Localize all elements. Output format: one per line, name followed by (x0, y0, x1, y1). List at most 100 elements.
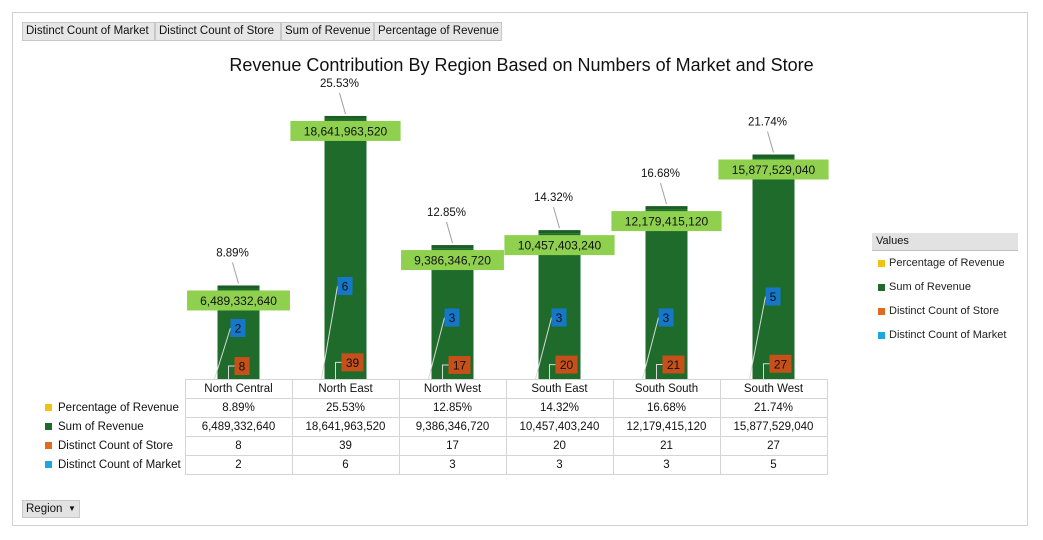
legend-swatch (878, 284, 885, 291)
data-table: North Central North East North West South E… (40, 379, 828, 475)
category-label: South South (612, 379, 721, 399)
market-data-label-north-west: 3 (449, 311, 456, 325)
legend-item-sum-of-revenue[interactable]: Sum of Revenue (872, 275, 1018, 299)
series-swatch (45, 461, 52, 468)
store-label-bg-north-west (448, 355, 471, 374)
revenue-bar-north-east (324, 118, 367, 379)
market-data-label-south-west: 5 (770, 290, 777, 304)
percentage-data-label-north-east: 25.53% (320, 78, 359, 90)
revenue-label-bg-south-east (504, 235, 615, 256)
legend-label: Sum of Revenue (889, 281, 971, 293)
region-field-button[interactable]: Region ▼ (22, 500, 80, 518)
percentage-bar-south-south (645, 206, 688, 210)
percentage-leader-line-north-west (446, 221, 453, 244)
data-table-row: Distinct Count of Market 2 6 3 3 3 5 (40, 455, 828, 475)
category-label: South East (505, 379, 614, 399)
data-table-cell: 3 (612, 455, 721, 475)
legend-title[interactable]: Values (872, 233, 1018, 251)
store-data-label-south-west: 27 (774, 357, 788, 371)
percentage-leader-line-south-east (553, 206, 560, 229)
data-table-cell: 25.53% (291, 398, 400, 418)
market-label-bg-north-central (230, 319, 246, 337)
category-label: South West (719, 379, 828, 399)
market-data-label-north-east: 6 (342, 280, 349, 294)
data-table-cell: 6,489,332,640 (184, 417, 293, 437)
data-table-cell: 21.74% (719, 398, 828, 418)
store-label-bg-north-east (341, 353, 364, 372)
percentage-bar-north-east (324, 115, 367, 119)
store-data-label-south-south: 21 (667, 358, 681, 372)
store-leader-line-south-east (549, 364, 556, 379)
data-table-row: Distinct Count of Store 8 39 17 20 21 27 (40, 436, 828, 456)
legend-item-distinct-count-of-market[interactable]: Distinct Count of Market (872, 323, 1018, 347)
store-label-bg-north-central (234, 357, 250, 376)
revenue-bar-south-west (752, 157, 795, 379)
data-table-cell: 21 (612, 436, 721, 456)
data-table-cell: 17 (398, 436, 507, 456)
store-data-label-north-east: 39 (346, 356, 360, 370)
legend-label: Distinct Count of Store (889, 305, 1000, 317)
market-leader-line-north-west (428, 317, 445, 380)
store-leader-line-north-central (228, 365, 235, 379)
revenue-bar-south-east (538, 233, 581, 379)
market-leader-line-north-central (214, 327, 231, 380)
revenue-data-label-south-east: 10,457,403,240 (518, 239, 602, 253)
series-swatch (45, 442, 52, 449)
data-table-cell: 18,641,963,520 (291, 417, 400, 437)
store-leader-line-south-south (656, 363, 663, 379)
market-data-label-south-east: 3 (556, 311, 563, 325)
chart-title: Revenue Contribution By Region Based on … (229, 55, 814, 75)
data-table-cell: 8.89% (184, 398, 293, 418)
store-leader-line-north-east (335, 361, 342, 379)
data-table-cell: 9,386,346,720 (398, 417, 507, 437)
market-label-bg-north-east (337, 277, 353, 295)
legend-swatch (878, 332, 885, 339)
revenue-label-bg-south-south (611, 211, 722, 232)
field-button-percentage-of-revenue[interactable]: Percentage of Revenue (374, 22, 502, 41)
market-leader-line-south-east (535, 317, 552, 380)
legend-item-percentage-of-revenue[interactable]: Percentage of Revenue (872, 251, 1018, 275)
series-name: Sum of Revenue (40, 417, 186, 437)
data-table-cell: 12.85% (398, 398, 507, 418)
market-label-bg-south-west (765, 287, 781, 306)
revenue-data-label-north-east: 18,641,963,520 (304, 124, 388, 138)
legend-label: Percentage of Revenue (889, 257, 1005, 269)
data-table-cell: 15,877,529,040 (719, 417, 828, 437)
percentage-bar-south-west (752, 154, 795, 158)
region-field-label: Region (26, 503, 63, 515)
field-button-distinct-count-of-market[interactable]: Distinct Count of Market (22, 22, 155, 41)
legend-label: Distinct Count of Market (889, 329, 1007, 341)
data-table-corner (40, 380, 185, 399)
store-data-label-north-west: 17 (453, 358, 467, 372)
data-table-cell: 6 (291, 455, 400, 475)
revenue-label-bg-north-west (401, 250, 504, 271)
data-table-cell: 2 (184, 455, 293, 475)
series-name: Distinct Count of Store (40, 436, 186, 456)
data-table-cell: 8 (184, 436, 293, 456)
legend-swatch (878, 308, 885, 315)
market-data-label-north-central: 2 (235, 322, 242, 336)
revenue-data-label-north-west: 9,386,346,720 (414, 254, 491, 268)
store-label-bg-south-south (662, 355, 685, 374)
revenue-data-label-south-south: 12,179,415,120 (625, 215, 709, 229)
data-table-cell: 20 (505, 436, 614, 456)
category-label: North Central (184, 379, 293, 399)
market-label-bg-north-west (444, 308, 460, 327)
store-data-label-south-east: 20 (560, 358, 574, 372)
percentage-leader-line-south-west (767, 131, 774, 153)
field-button-distinct-count-of-store[interactable]: Distinct Count of Store (155, 22, 281, 41)
revenue-data-label-north-central: 6,489,332,640 (200, 294, 277, 308)
market-label-bg-south-south (658, 308, 674, 327)
field-button-sum-of-revenue[interactable]: Sum of Revenue (281, 22, 374, 41)
percentage-data-label-north-central: 8.89% (216, 247, 249, 259)
percentage-data-label-south-east: 14.32% (534, 192, 573, 204)
legend: Values Percentage of Revenue Sum of Reven… (872, 233, 1018, 347)
store-data-label-north-central: 8 (239, 360, 246, 374)
store-leader-line-north-west (442, 364, 449, 379)
legend-item-distinct-count-of-store[interactable]: Distinct Count of Store (872, 299, 1018, 323)
percentage-leader-line-north-east (339, 92, 346, 115)
data-table-header-row: North Central North East North West South E… (40, 379, 828, 399)
revenue-label-bg-north-central (187, 290, 290, 311)
revenue-data-label-south-west: 15,877,529,040 (732, 163, 816, 177)
